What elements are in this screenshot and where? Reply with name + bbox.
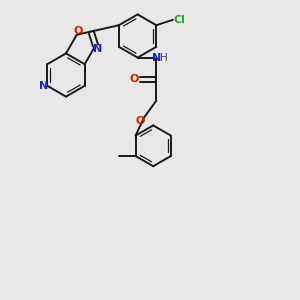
Text: N: N xyxy=(93,44,103,54)
Text: N: N xyxy=(39,81,48,91)
Text: N: N xyxy=(152,52,161,63)
Text: H: H xyxy=(160,52,168,63)
Text: O: O xyxy=(130,74,139,84)
Text: O: O xyxy=(136,116,145,126)
Text: Cl: Cl xyxy=(173,15,185,25)
Text: O: O xyxy=(74,26,83,36)
